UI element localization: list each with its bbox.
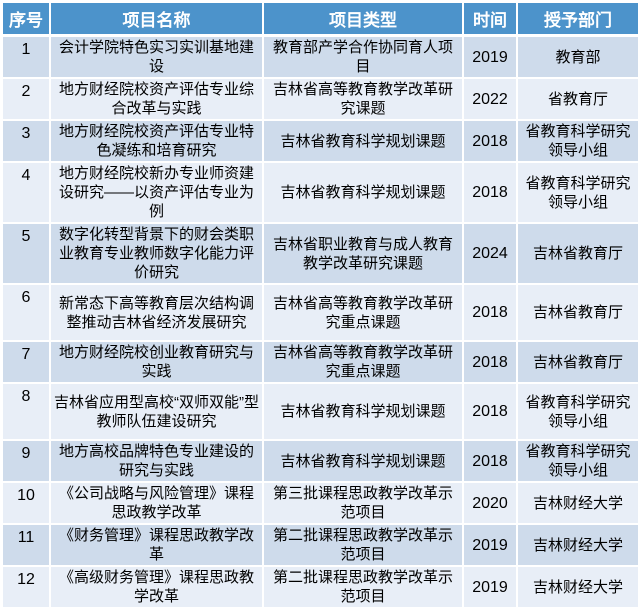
cell-year: 2018 bbox=[462, 382, 518, 441]
cell-project-name: 《高级财务管理》课程思政教学改革 bbox=[49, 565, 264, 609]
header-project-type: 项目类型 bbox=[262, 1, 464, 37]
cell-project-type: 吉林省教育科学规划课题 bbox=[262, 161, 464, 224]
header-project-name: 项目名称 bbox=[49, 1, 264, 37]
cell-project-type: 第二批课程思政教学改革示范项目 bbox=[262, 523, 464, 567]
table-row: 4 地方财经院校新办专业师资建设研究——以资产评估专业为例 吉林省教育科学规划课… bbox=[1, 161, 639, 224]
table-row: 5 数字化转型背景下的财会类职业教育专业教师数字化能力评价研究 吉林省职业教育与… bbox=[1, 222, 639, 285]
cell-index: 6 bbox=[1, 283, 51, 342]
cell-year: 2019 bbox=[462, 523, 518, 567]
table-body: 1 会计学院特色实习实训基地建设 教育部产学合作协同育人项目 2019 教育部 … bbox=[1, 34, 639, 609]
cell-project-type: 吉林省高等教育教学改革研究重点课题 bbox=[262, 283, 464, 342]
cell-project-type: 吉林省高等教育教学改革研究课题 bbox=[262, 77, 464, 121]
table-row: 8 吉林省应用型高校“双师双能”型教师队伍建设研究 吉林省教育科学规划课题 20… bbox=[1, 382, 639, 441]
cell-index: 5 bbox=[1, 222, 51, 285]
table-row: 9 地方高校品牌特色专业建设的研究与实践 吉林省教育科学规划课题 2018 省教… bbox=[1, 439, 639, 483]
cell-project-type: 第二批课程思政教学改革示范项目 bbox=[262, 565, 464, 609]
cell-index: 2 bbox=[1, 77, 51, 121]
cell-year: 2018 bbox=[462, 340, 518, 384]
cell-project-type: 吉林省教育科学规划课题 bbox=[262, 119, 464, 163]
table-row: 11 《财务管理》课程思政教学改革 第二批课程思政教学改革示范项目 2019 吉… bbox=[1, 523, 639, 567]
table-row: 3 地方财经院校资产评估专业特色凝练和培育研究 吉林省教育科学规划课题 2018… bbox=[1, 119, 639, 163]
cell-year: 2018 bbox=[462, 283, 518, 342]
cell-project-name: 会计学院特色实习实训基地建设 bbox=[49, 34, 264, 79]
cell-project-name: 地方高校品牌特色专业建设的研究与实践 bbox=[49, 439, 264, 483]
table-row: 6 新常态下高等教育层次结构调整推动吉林省经济发展研究 吉林省高等教育教学改革研… bbox=[1, 283, 639, 342]
cell-year: 2018 bbox=[462, 439, 518, 483]
cell-year: 2018 bbox=[462, 119, 518, 163]
table-row: 2 地方财经院校资产评估专业综合改革与实践 吉林省高等教育教学改革研究课题 20… bbox=[1, 77, 639, 121]
cell-project-name: 地方财经院校资产评估专业综合改革与实践 bbox=[49, 77, 264, 121]
cell-department: 吉林省教育厅 bbox=[516, 283, 639, 342]
cell-department: 省教育科学研究领导小组 bbox=[516, 382, 639, 441]
header-department: 授予部门 bbox=[516, 1, 639, 37]
cell-year: 2019 bbox=[462, 565, 518, 609]
table-row: 1 会计学院特色实习实训基地建设 教育部产学合作协同育人项目 2019 教育部 bbox=[1, 34, 639, 79]
cell-project-name: 新常态下高等教育层次结构调整推动吉林省经济发展研究 bbox=[49, 283, 264, 342]
cell-department: 吉林财经大学 bbox=[516, 565, 639, 609]
cell-project-type: 第三批课程思政教学改革示范项目 bbox=[262, 481, 464, 525]
cell-department: 省教育厅 bbox=[516, 77, 639, 121]
cell-department: 吉林省教育厅 bbox=[516, 340, 639, 384]
cell-department: 吉林财经大学 bbox=[516, 523, 639, 567]
cell-department: 省教育科学研究领导小组 bbox=[516, 119, 639, 163]
cell-department: 教育部 bbox=[516, 34, 639, 79]
header-year: 时间 bbox=[462, 1, 518, 37]
cell-index: 12 bbox=[1, 565, 51, 609]
table-row: 10 《公司战略与风险管理》课程思政教学改革 第三批课程思政教学改革示范项目 2… bbox=[1, 481, 639, 525]
cell-index: 7 bbox=[1, 340, 51, 384]
cell-year: 2020 bbox=[462, 481, 518, 525]
cell-project-type: 吉林省教育科学规划课题 bbox=[262, 382, 464, 441]
cell-project-type: 吉林省职业教育与成人教育教学改革研究课题 bbox=[262, 222, 464, 285]
cell-project-name: 地方财经院校创业教育研究与实践 bbox=[49, 340, 264, 384]
cell-project-type: 吉林省教育科学规划课题 bbox=[262, 439, 464, 483]
cell-department: 吉林省教育厅 bbox=[516, 222, 639, 285]
cell-index: 4 bbox=[1, 161, 51, 224]
cell-year: 2022 bbox=[462, 77, 518, 121]
table-row: 12 《高级财务管理》课程思政教学改革 第二批课程思政教学改革示范项目 2019… bbox=[1, 565, 639, 609]
cell-project-name: 数字化转型背景下的财会类职业教育专业教师数字化能力评价研究 bbox=[49, 222, 264, 285]
cell-year: 2024 bbox=[462, 222, 518, 285]
cell-index: 11 bbox=[1, 523, 51, 567]
cell-project-type: 教育部产学合作协同育人项目 bbox=[262, 34, 464, 79]
header-row: 序号 项目名称 项目类型 时间 授予部门 bbox=[1, 1, 639, 37]
cell-index: 1 bbox=[1, 34, 51, 79]
cell-project-name: 《财务管理》课程思政教学改革 bbox=[49, 523, 264, 567]
cell-project-name: 地方财经院校新办专业师资建设研究——以资产评估专业为例 bbox=[49, 161, 264, 224]
cell-department: 省教育科学研究领导小组 bbox=[516, 161, 639, 224]
cell-project-name: 地方财经院校资产评估专业特色凝练和培育研究 bbox=[49, 119, 264, 163]
cell-project-type: 吉林省高等教育教学改革研究重点课题 bbox=[262, 340, 464, 384]
cell-index: 9 bbox=[1, 439, 51, 483]
cell-index: 8 bbox=[1, 382, 51, 441]
cell-index: 3 bbox=[1, 119, 51, 163]
cell-year: 2018 bbox=[462, 161, 518, 224]
cell-index: 10 bbox=[1, 481, 51, 525]
table-header: 序号 项目名称 项目类型 时间 授予部门 bbox=[1, 1, 639, 37]
cell-project-name: 吉林省应用型高校“双师双能”型教师队伍建设研究 bbox=[49, 382, 264, 441]
cell-year: 2019 bbox=[462, 34, 518, 79]
cell-department: 吉林财经大学 bbox=[516, 481, 639, 525]
table-row: 7 地方财经院校创业教育研究与实践 吉林省高等教育教学改革研究重点课题 2018… bbox=[1, 340, 639, 384]
header-index: 序号 bbox=[1, 1, 51, 37]
cell-project-name: 《公司战略与风险管理》课程思政教学改革 bbox=[49, 481, 264, 525]
cell-department: 省教育科学研究领导小组 bbox=[516, 439, 639, 483]
